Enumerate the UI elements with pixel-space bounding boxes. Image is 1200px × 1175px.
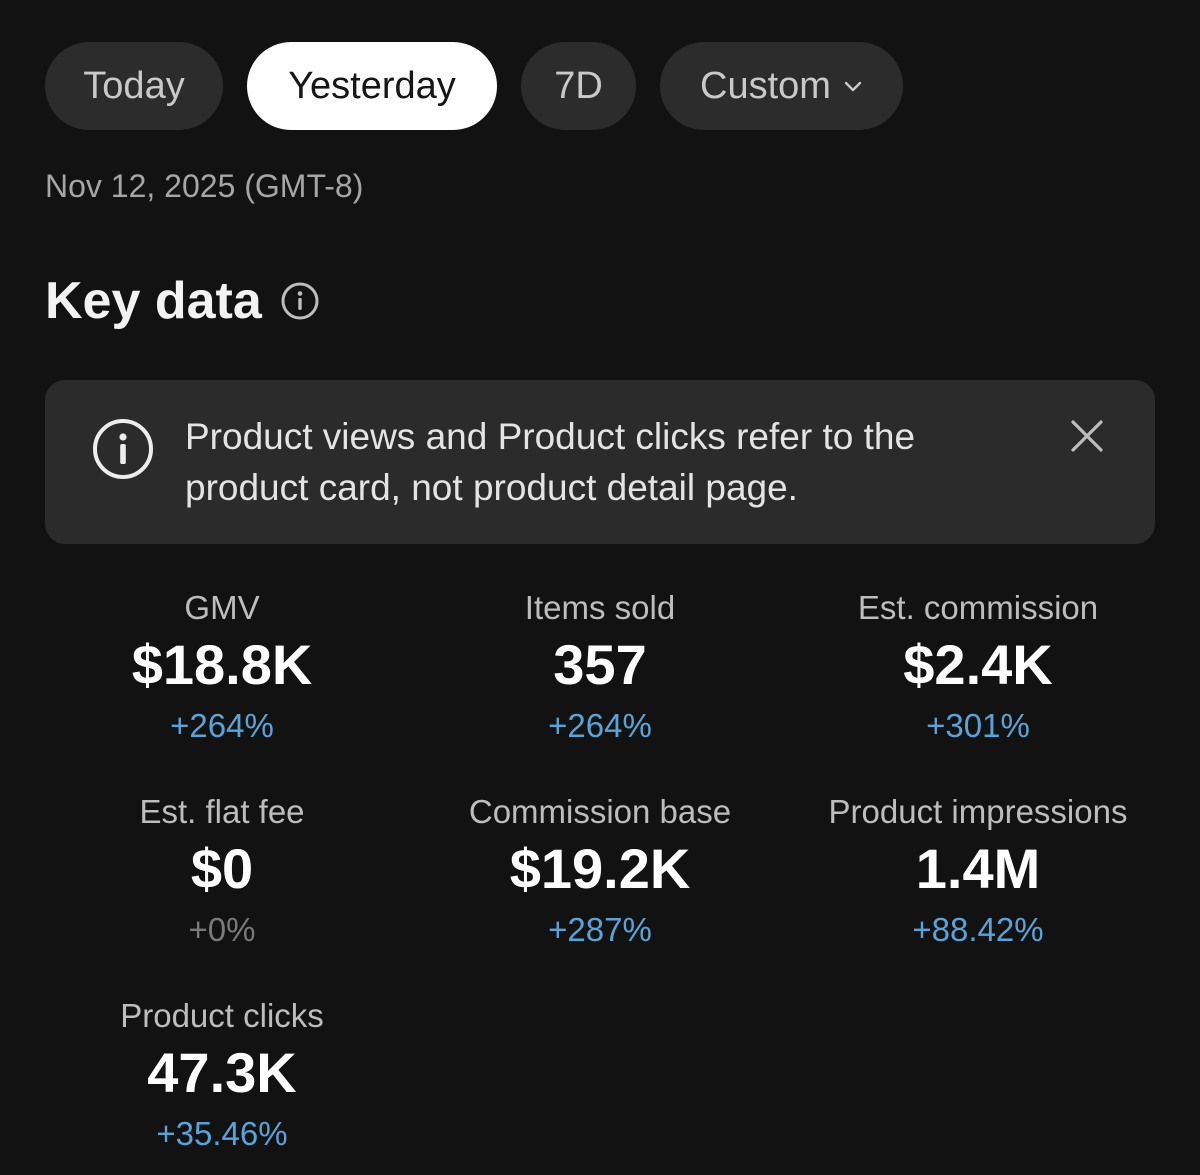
metric-value: 47.3K bbox=[147, 1041, 297, 1104]
metric-label: Product impressions bbox=[828, 793, 1128, 830]
metric-label: Est. flat fee bbox=[139, 793, 305, 830]
metric-change: +35.46% bbox=[156, 1115, 288, 1152]
metric-label: Est. commission bbox=[857, 589, 1099, 626]
metric-product-impressions: Product impressions 1.4M +88.42% bbox=[789, 792, 1167, 950]
metric-value: $18.8K bbox=[131, 633, 313, 696]
section-header: Key data bbox=[45, 266, 320, 336]
metric-label: Items sold bbox=[524, 589, 676, 626]
close-icon[interactable] bbox=[1067, 416, 1107, 456]
tab-yesterday[interactable]: Yesterday bbox=[247, 42, 497, 130]
metric-value: $2.4K bbox=[903, 633, 1053, 696]
metric-change: +301% bbox=[926, 707, 1030, 744]
metric-label: Product clicks bbox=[120, 997, 324, 1034]
info-icon[interactable] bbox=[280, 281, 320, 321]
section-title: Key data bbox=[45, 272, 262, 330]
tab-today[interactable]: Today bbox=[45, 42, 223, 130]
chevron-down-icon bbox=[843, 76, 863, 96]
tab-custom[interactable]: Custom bbox=[660, 42, 903, 130]
tab-7d-label: 7D bbox=[554, 64, 603, 107]
metric-product-clicks: Product clicks 47.3K +35.46% bbox=[33, 996, 411, 1154]
metric-change: +287% bbox=[548, 911, 652, 948]
metric-value: 357 bbox=[553, 633, 647, 696]
metric-est-commission: Est. commission $2.4K +301% bbox=[789, 588, 1167, 746]
metric-change: +264% bbox=[548, 707, 652, 744]
info-icon bbox=[91, 417, 155, 481]
tab-7d[interactable]: 7D bbox=[521, 42, 636, 130]
metric-items-sold: Items sold 357 +264% bbox=[411, 588, 789, 746]
metric-value: $19.2K bbox=[509, 837, 691, 900]
metric-label: Commission base bbox=[468, 793, 732, 830]
metric-change: +264% bbox=[170, 707, 274, 744]
metric-change: +0% bbox=[188, 911, 256, 948]
tab-today-label: Today bbox=[83, 64, 185, 107]
metric-label: GMV bbox=[184, 589, 260, 626]
tab-yesterday-label: Yesterday bbox=[288, 64, 456, 107]
metric-commission-base: Commission base $19.2K +287% bbox=[411, 792, 789, 950]
notice-banner: Product views and Product clicks refer t… bbox=[45, 380, 1155, 544]
date-range-label: Nov 12, 2025 (GMT-8) bbox=[45, 168, 364, 204]
metric-gmv: GMV $18.8K +264% bbox=[33, 588, 411, 746]
tab-custom-label: Custom bbox=[700, 64, 831, 107]
notice-text: Product views and Product clicks refer t… bbox=[185, 416, 916, 508]
metric-value: 1.4M bbox=[915, 837, 1041, 900]
metric-value: $0 bbox=[190, 837, 254, 900]
metric-change: +88.42% bbox=[912, 911, 1044, 948]
metric-est-flat-fee: Est. flat fee $0 +0% bbox=[33, 792, 411, 950]
